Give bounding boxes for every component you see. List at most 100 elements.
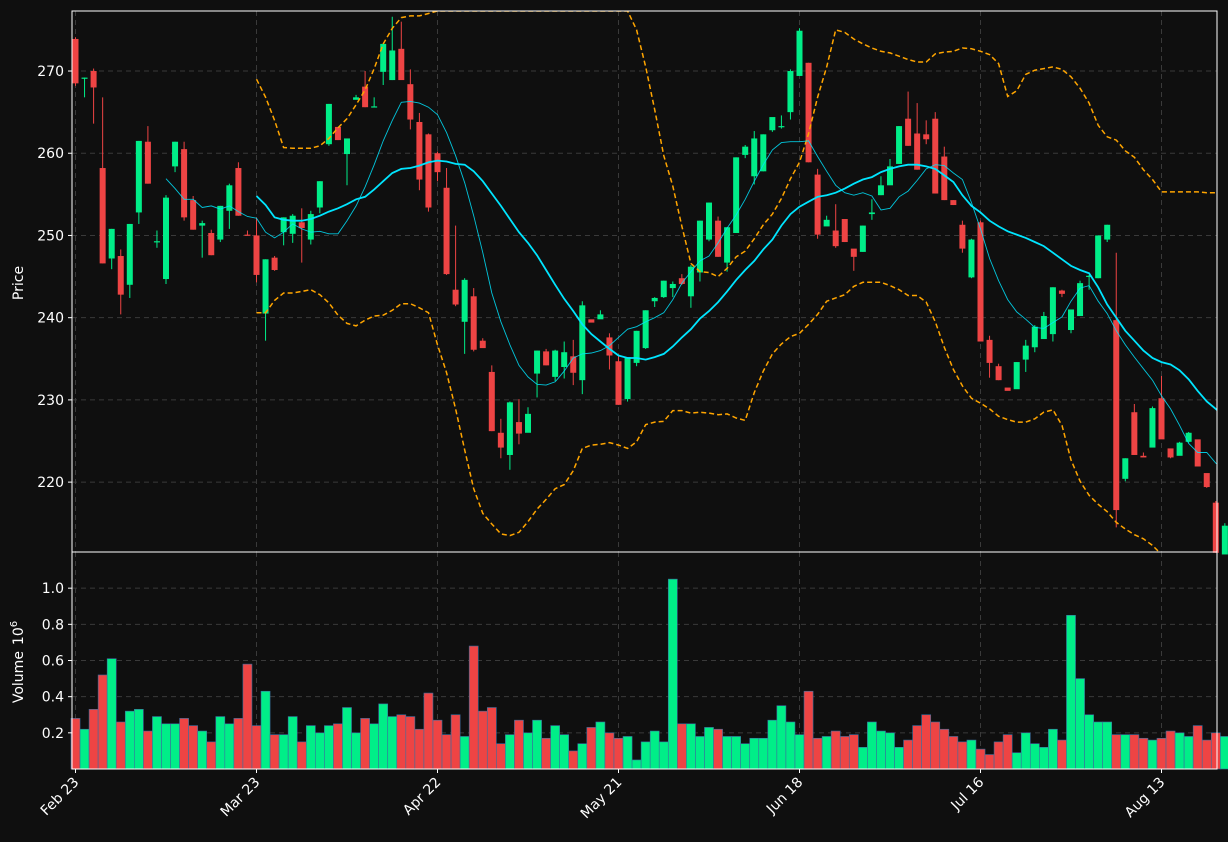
candle-body-88 xyxy=(868,212,875,215)
candle-body-86 xyxy=(850,248,857,257)
price-tick-label-3: 250 xyxy=(37,228,64,244)
candle-body-3 xyxy=(99,168,106,264)
ma-fast-line xyxy=(165,100,1217,465)
candle-body-96 xyxy=(941,156,948,201)
volume-bar-35 xyxy=(387,716,398,770)
volume-bar-102 xyxy=(993,741,1004,770)
price-tick-label-4: 260 xyxy=(37,146,64,162)
volume-bar-54 xyxy=(559,734,570,770)
candle-body-51 xyxy=(534,350,541,374)
candle-body-13 xyxy=(190,200,197,230)
candle-body-33 xyxy=(371,106,378,108)
volume-bar-18 xyxy=(233,718,244,770)
volume-bar-9 xyxy=(152,716,162,770)
candle-body-53 xyxy=(552,350,559,377)
volume-bar-89 xyxy=(876,730,886,770)
candle-body-67 xyxy=(678,278,685,284)
volume-bar-56 xyxy=(577,743,588,770)
candle-body-39 xyxy=(425,134,432,208)
volume-bar-38 xyxy=(414,728,425,770)
candle-body-107 xyxy=(1040,316,1047,340)
candle-body-12 xyxy=(181,149,188,218)
candle-body-73 xyxy=(733,157,740,233)
candle-body-25 xyxy=(298,222,305,229)
candle-body-56 xyxy=(579,305,586,381)
candle-body-19 xyxy=(244,234,251,236)
volume-bar-12 xyxy=(179,718,189,770)
volume-bar-126 xyxy=(1210,732,1221,770)
volume-bar-26 xyxy=(305,725,316,770)
candle-body-95 xyxy=(932,118,939,194)
candle-body-126 xyxy=(1212,502,1219,553)
price-tick-label-1: 230 xyxy=(37,393,64,409)
volume-bar-122 xyxy=(1174,732,1185,770)
volume-bar-45 xyxy=(477,710,488,770)
candle-body-104 xyxy=(1013,362,1020,390)
volume-bar-15 xyxy=(206,741,217,770)
candle-body-20 xyxy=(253,235,260,275)
candle-body-113 xyxy=(1095,235,1102,279)
candle-body-1 xyxy=(81,77,88,79)
candle-body-98 xyxy=(959,224,966,249)
candle-body-99 xyxy=(968,239,975,278)
volume-bar-79 xyxy=(785,721,796,770)
volume-bar-120 xyxy=(1156,737,1167,770)
candle-body-89 xyxy=(877,185,884,196)
volume-bar-124 xyxy=(1192,725,1203,770)
candle-body-6 xyxy=(126,223,133,285)
candle-body-36 xyxy=(398,48,405,81)
volume-bar-111 xyxy=(1075,678,1085,770)
candle-body-45 xyxy=(479,340,486,349)
candle-body-117 xyxy=(1131,412,1138,455)
candle-body-84 xyxy=(832,230,839,247)
volume-bar-67 xyxy=(677,723,687,770)
candle-body-16 xyxy=(217,205,224,240)
volume-bar-21 xyxy=(260,690,271,770)
volume-bar-39 xyxy=(423,692,434,770)
candle-body-27 xyxy=(316,181,323,208)
candle-body-34 xyxy=(380,43,387,72)
candle-body-87 xyxy=(859,225,866,252)
volume-bar-22 xyxy=(269,734,280,770)
price-candles xyxy=(72,16,1228,555)
volume-bar-29 xyxy=(333,723,343,770)
candle-body-28 xyxy=(325,103,332,145)
volume-axis-label: Volume106 xyxy=(9,621,27,703)
volume-bar-34 xyxy=(378,703,389,770)
candle-body-94 xyxy=(923,134,930,140)
volume-bar-28 xyxy=(324,725,334,770)
volume-bar-7 xyxy=(134,709,144,770)
volume-bar-10 xyxy=(161,723,171,770)
bollinger-upper-line xyxy=(255,11,1217,278)
candle-body-24 xyxy=(289,215,296,234)
candle-body-5 xyxy=(117,256,124,295)
volume-bar-11 xyxy=(170,723,180,770)
candle-body-116 xyxy=(1122,458,1129,479)
volume-bar-3 xyxy=(97,674,108,770)
volume-bar-43 xyxy=(459,736,470,770)
volume-bar-27 xyxy=(315,732,325,770)
volume-bar-121 xyxy=(1165,730,1176,770)
candle-body-15 xyxy=(208,232,215,256)
candle-body-125 xyxy=(1203,473,1210,488)
candle-body-38 xyxy=(416,121,423,180)
volume-bar-107 xyxy=(1039,746,1049,770)
candle-body-122 xyxy=(1176,442,1183,456)
candle-body-62 xyxy=(633,330,640,363)
volume-bar-77 xyxy=(767,719,778,770)
candle-body-123 xyxy=(1185,432,1192,442)
volume-bar-59 xyxy=(604,732,615,770)
candle-body-11 xyxy=(172,141,179,167)
candle-body-32 xyxy=(362,86,369,108)
volume-tick-label-2: 0.6 xyxy=(42,654,64,670)
volume-bar-68 xyxy=(686,723,696,770)
candle-body-108 xyxy=(1049,287,1056,335)
candle-body-0 xyxy=(72,38,79,84)
volume-bar-32 xyxy=(360,718,370,770)
volume-bar-106 xyxy=(1029,743,1040,770)
volume-bar-31 xyxy=(351,732,361,770)
candle-body-114 xyxy=(1104,224,1111,240)
candle-body-72 xyxy=(724,227,731,263)
